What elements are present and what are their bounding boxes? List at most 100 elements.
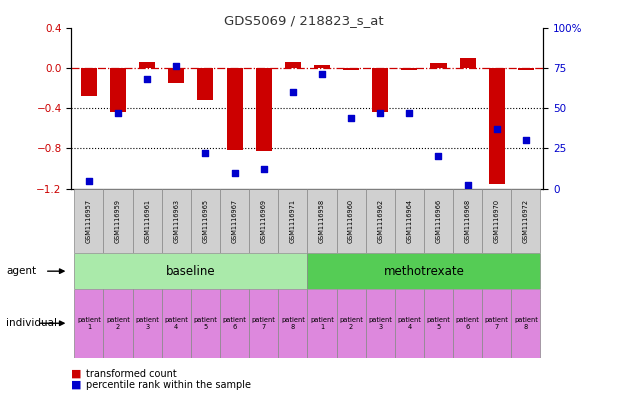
Bar: [395, 289, 424, 358]
Bar: [220, 189, 249, 253]
Text: GSM1116957: GSM1116957: [86, 199, 92, 243]
Text: GSM1116959: GSM1116959: [115, 199, 121, 243]
Bar: [285, 62, 301, 68]
Bar: [249, 289, 278, 358]
Bar: [453, 289, 482, 358]
Bar: [518, 68, 534, 70]
Bar: [460, 58, 476, 68]
Bar: [307, 189, 337, 253]
Bar: [366, 189, 395, 253]
Text: GSM1116968: GSM1116968: [465, 199, 471, 243]
Text: methotrexate: methotrexate: [384, 264, 465, 278]
Bar: [191, 189, 220, 253]
Bar: [110, 68, 126, 112]
Bar: [395, 189, 424, 253]
Text: GSM1116964: GSM1116964: [406, 199, 412, 243]
Bar: [511, 289, 540, 358]
Text: GSM1116971: GSM1116971: [290, 199, 296, 243]
Text: GSM1116970: GSM1116970: [494, 199, 500, 243]
Text: patient
2: patient 2: [339, 317, 363, 330]
Text: patient
2: patient 2: [106, 317, 130, 330]
Text: individual: individual: [6, 318, 57, 328]
Text: patient
8: patient 8: [514, 317, 538, 330]
Point: [259, 166, 269, 173]
Bar: [278, 289, 307, 358]
Text: ■: ■: [71, 369, 82, 379]
Text: baseline: baseline: [166, 264, 215, 278]
Point: [113, 110, 123, 116]
Text: patient
7: patient 7: [485, 317, 509, 330]
Text: patient
5: patient 5: [427, 317, 450, 330]
Bar: [343, 68, 359, 70]
Bar: [133, 189, 161, 253]
Text: GSM1116962: GSM1116962: [377, 199, 383, 243]
Point: [375, 110, 385, 116]
Bar: [104, 289, 133, 358]
Text: GSM1116969: GSM1116969: [261, 199, 266, 243]
Bar: [220, 289, 249, 358]
Bar: [104, 189, 133, 253]
Bar: [424, 189, 453, 253]
Bar: [314, 65, 330, 68]
Point: [521, 137, 531, 143]
Bar: [337, 289, 366, 358]
Text: patient
6: patient 6: [222, 317, 247, 330]
Bar: [139, 62, 155, 68]
Bar: [307, 289, 337, 358]
Point: [288, 89, 298, 95]
Point: [230, 169, 240, 176]
Point: [346, 115, 356, 121]
Text: patient
1: patient 1: [77, 317, 101, 330]
Point: [492, 126, 502, 132]
Text: percentile rank within the sample: percentile rank within the sample: [86, 380, 251, 390]
Text: patient
4: patient 4: [165, 317, 188, 330]
Text: GSM1116963: GSM1116963: [173, 199, 179, 243]
Bar: [482, 289, 511, 358]
Bar: [75, 253, 307, 289]
Bar: [256, 68, 272, 151]
Bar: [75, 189, 104, 253]
Bar: [307, 253, 540, 289]
Text: agent: agent: [6, 266, 37, 276]
Text: ■: ■: [71, 380, 82, 390]
Text: GDS5069 / 218823_s_at: GDS5069 / 218823_s_at: [224, 14, 384, 27]
Text: transformed count: transformed count: [86, 369, 176, 379]
Bar: [161, 189, 191, 253]
Bar: [372, 68, 388, 112]
Bar: [489, 68, 505, 184]
Bar: [337, 189, 366, 253]
Bar: [75, 289, 104, 358]
Bar: [424, 289, 453, 358]
Point: [171, 63, 181, 69]
Bar: [191, 289, 220, 358]
Bar: [197, 68, 214, 100]
Text: GSM1116960: GSM1116960: [348, 199, 354, 243]
Text: patient
4: patient 4: [397, 317, 421, 330]
Bar: [133, 289, 161, 358]
Bar: [482, 189, 511, 253]
Point: [463, 182, 473, 189]
Bar: [161, 289, 191, 358]
Bar: [168, 68, 184, 83]
Text: patient
8: patient 8: [281, 317, 305, 330]
Bar: [227, 68, 243, 151]
Text: GSM1116965: GSM1116965: [202, 199, 209, 243]
Text: GSM1116958: GSM1116958: [319, 199, 325, 243]
Bar: [453, 189, 482, 253]
Text: patient
6: patient 6: [456, 317, 479, 330]
Text: patient
1: patient 1: [310, 317, 334, 330]
Text: GSM1116967: GSM1116967: [232, 199, 238, 243]
Text: patient
5: patient 5: [194, 317, 217, 330]
Text: patient
7: patient 7: [252, 317, 276, 330]
Point: [142, 76, 152, 82]
Point: [317, 71, 327, 77]
Bar: [81, 68, 97, 96]
Bar: [366, 289, 395, 358]
Text: GSM1116972: GSM1116972: [523, 199, 529, 243]
Bar: [401, 68, 417, 70]
Text: patient
3: patient 3: [135, 317, 159, 330]
Point: [201, 150, 211, 156]
Text: patient
3: patient 3: [368, 317, 392, 330]
Bar: [278, 189, 307, 253]
Text: GSM1116961: GSM1116961: [144, 199, 150, 243]
